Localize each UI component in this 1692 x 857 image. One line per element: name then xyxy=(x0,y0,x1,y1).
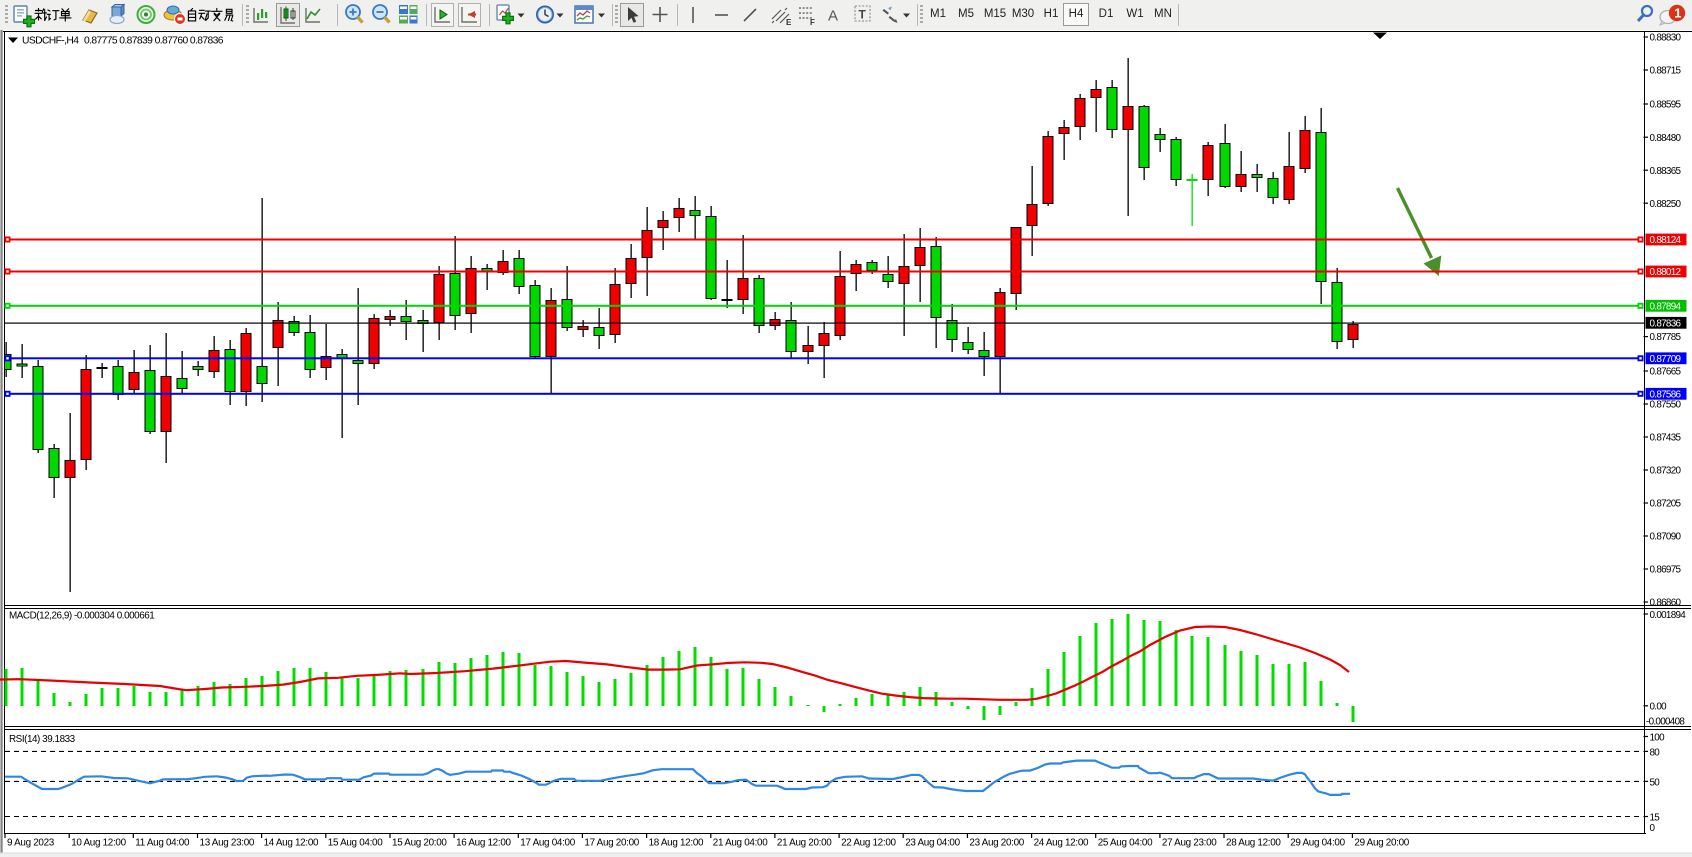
svg-text:0.88715: 0.88715 xyxy=(1650,66,1682,77)
svg-text:USDCHF-,H4: USDCHF-,H4 xyxy=(22,36,79,47)
svg-text:15 Aug 04:00: 15 Aug 04:00 xyxy=(328,838,383,849)
svg-text:9 Aug 2023: 9 Aug 2023 xyxy=(7,838,55,849)
svg-text:22 Aug 12:00: 22 Aug 12:00 xyxy=(841,838,896,849)
svg-text:MACD(12,26,9) -0.000304 0.0006: MACD(12,26,9) -0.000304 0.000661 xyxy=(9,611,155,622)
svg-text:F: F xyxy=(810,18,815,27)
svg-text:11 Aug 04:00: 11 Aug 04:00 xyxy=(135,838,190,849)
svg-text:0.87090: 0.87090 xyxy=(1650,532,1682,543)
svg-text:21 Aug 04:00: 21 Aug 04:00 xyxy=(713,838,768,849)
svg-text:A: A xyxy=(828,8,838,25)
svg-text:0.88250: 0.88250 xyxy=(1650,199,1682,210)
svg-text:0.87205: 0.87205 xyxy=(1650,499,1682,510)
svg-text:0.88830: 0.88830 xyxy=(1650,33,1682,44)
svg-text:27 Aug 23:00: 27 Aug 23:00 xyxy=(1162,838,1217,849)
svg-text:0.88124: 0.88124 xyxy=(1650,235,1682,246)
svg-text:10 Aug 12:00: 10 Aug 12:00 xyxy=(71,838,126,849)
svg-text:15 Aug 20:00: 15 Aug 20:00 xyxy=(392,838,447,849)
svg-text:0.88012: 0.88012 xyxy=(1650,267,1681,278)
svg-text:1: 1 xyxy=(1674,6,1681,21)
svg-text:0.87665: 0.87665 xyxy=(1650,367,1682,378)
svg-text:24 Aug 12:00: 24 Aug 12:00 xyxy=(1034,838,1089,849)
svg-text:28 Aug 12:00: 28 Aug 12:00 xyxy=(1226,838,1281,849)
svg-text:0.88365: 0.88365 xyxy=(1650,166,1682,177)
svg-text:0.87586: 0.87586 xyxy=(1650,389,1682,400)
svg-text:14 Aug 12:00: 14 Aug 12:00 xyxy=(264,838,319,849)
svg-text:0.00: 0.00 xyxy=(1650,702,1668,713)
svg-text:29 Aug 20:00: 29 Aug 20:00 xyxy=(1354,838,1409,849)
svg-text:0.88480: 0.88480 xyxy=(1650,133,1682,144)
svg-text:21 Aug 20:00: 21 Aug 20:00 xyxy=(777,838,832,849)
svg-text:17 Aug 04:00: 17 Aug 04:00 xyxy=(520,838,575,849)
svg-text:80: 80 xyxy=(1650,747,1661,758)
svg-text:0.86975: 0.86975 xyxy=(1650,565,1682,576)
svg-text:50: 50 xyxy=(1650,777,1661,788)
svg-text:0.87836: 0.87836 xyxy=(1650,318,1682,329)
svg-text:17 Aug 20:00: 17 Aug 20:00 xyxy=(584,838,639,849)
svg-text:0.87775 0.87839 0.87760 0.8783: 0.87775 0.87839 0.87760 0.87836 xyxy=(84,36,224,47)
svg-text:25 Aug 04:00: 25 Aug 04:00 xyxy=(1098,838,1153,849)
svg-text:29 Aug 04:00: 29 Aug 04:00 xyxy=(1290,838,1345,849)
svg-text:0.87709: 0.87709 xyxy=(1650,354,1682,365)
svg-text:0.87550: 0.87550 xyxy=(1650,400,1682,411)
svg-text:0.001894: 0.001894 xyxy=(1650,610,1687,621)
svg-text:18 Aug 12:00: 18 Aug 12:00 xyxy=(649,838,704,849)
svg-text:0.86860: 0.86860 xyxy=(1650,598,1682,609)
svg-text:0.87435: 0.87435 xyxy=(1650,433,1682,444)
svg-text:E: E xyxy=(786,18,792,27)
svg-text:0.87785: 0.87785 xyxy=(1650,332,1682,343)
svg-text:0.87320: 0.87320 xyxy=(1650,466,1682,477)
svg-text:0.88595: 0.88595 xyxy=(1650,100,1682,111)
svg-text:-0.000408: -0.000408 xyxy=(1646,717,1685,728)
svg-text:16 Aug 12:00: 16 Aug 12:00 xyxy=(456,838,511,849)
svg-text:23 Aug 20:00: 23 Aug 20:00 xyxy=(969,838,1024,849)
svg-text:15: 15 xyxy=(1650,812,1661,823)
svg-text:13 Aug 23:00: 13 Aug 23:00 xyxy=(200,838,255,849)
svg-text:0: 0 xyxy=(1650,823,1656,834)
svg-text:100: 100 xyxy=(1650,732,1666,743)
svg-text:0.87894: 0.87894 xyxy=(1650,301,1682,312)
svg-text:RSI(14) 39.1833: RSI(14) 39.1833 xyxy=(9,734,76,745)
svg-text:T: T xyxy=(859,8,867,22)
svg-text:23 Aug 04:00: 23 Aug 04:00 xyxy=(905,838,960,849)
